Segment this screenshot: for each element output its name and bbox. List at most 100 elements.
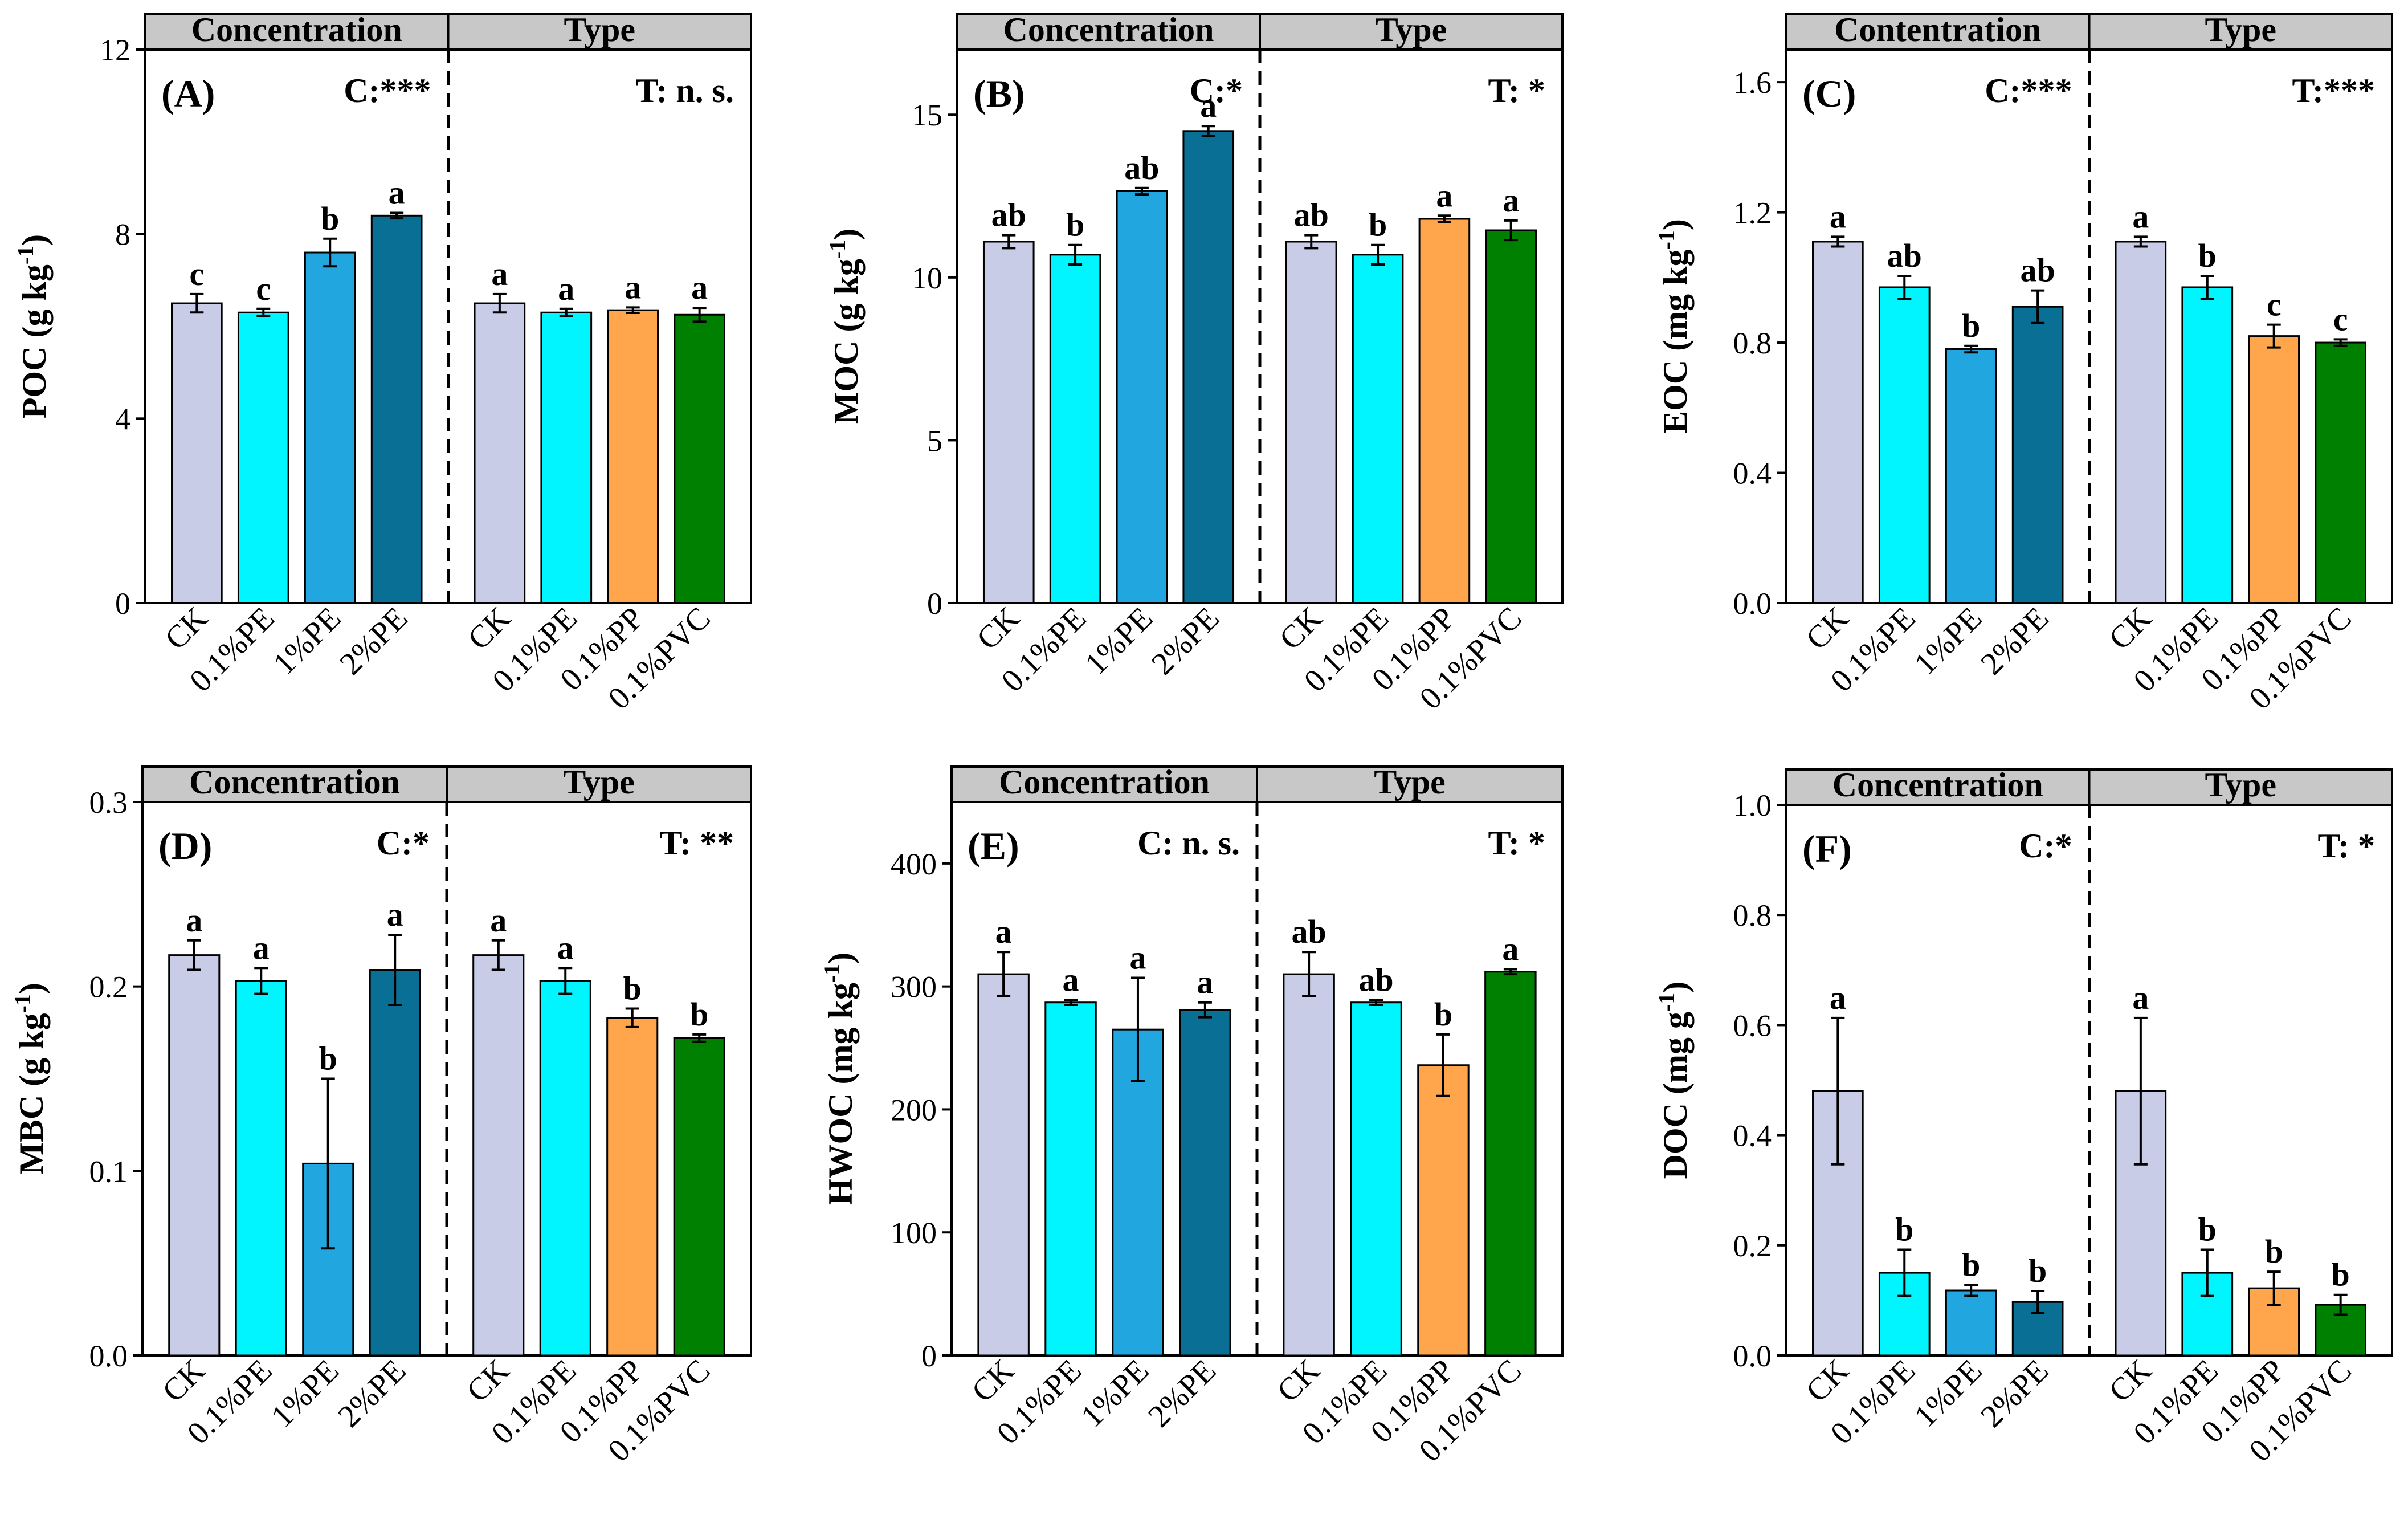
group-header-label: Concentration xyxy=(1832,766,2043,804)
y-tick-label: 0.1 xyxy=(89,1154,128,1188)
x-tick-label: 1%PE xyxy=(1908,1353,1989,1434)
bar-0.1%PVC xyxy=(2315,341,2366,604)
bar-2%PE xyxy=(369,969,421,1357)
y-tick-label: 0.2 xyxy=(1733,1229,1772,1263)
group-header-box xyxy=(141,765,448,803)
x-tick-label: CK xyxy=(970,600,1027,657)
bar-CK xyxy=(977,973,1030,1357)
group-header-label: Type xyxy=(1376,11,1447,48)
significance-letter: a xyxy=(2132,979,2149,1016)
group-header-box xyxy=(446,765,752,803)
significance-letter: a xyxy=(1830,198,1846,235)
y-tick-label: 1.2 xyxy=(1733,196,1772,230)
chart-panel-6: Concentration Type (F) C:* T: * 0.0 0.2 0.4 0.6 0… xyxy=(1654,766,2393,1469)
x-tick-label: CK xyxy=(156,1353,212,1409)
group-header-box xyxy=(1785,13,2091,51)
bar-1%PE xyxy=(1945,1289,1997,1357)
y-tick-label: 0.0 xyxy=(89,1339,128,1373)
plot-frame xyxy=(1785,48,2393,604)
significance-letter: a xyxy=(253,929,270,966)
significance-letter: b xyxy=(1962,1246,1980,1283)
bar-1%PE xyxy=(1112,1028,1164,1357)
significance-label: C:* xyxy=(377,824,430,862)
significance-label: T: * xyxy=(1488,824,1545,862)
y-tick-label: 5 xyxy=(927,423,942,458)
bar-0.1%PVC xyxy=(1485,229,1537,604)
group-header-label: Type xyxy=(563,763,635,801)
y-axis-label: MBC (g kg-1) xyxy=(10,983,50,1175)
y-tick-label: 0.0 xyxy=(1733,1339,1772,1373)
bar-0.1%PE xyxy=(540,311,593,604)
y-tick-label: 0 xyxy=(927,587,942,621)
bar-CK xyxy=(2115,241,2167,604)
x-tick-label: 1%PE xyxy=(264,1353,346,1434)
group-header-box xyxy=(2088,768,2393,806)
significance-letter: b xyxy=(321,200,339,237)
chart-panel-4: Concentration Type (D) C:* T: ** 0.0 0.1 0.2 0.3… xyxy=(10,763,752,1469)
y-axis-label: DOC (mg g-1) xyxy=(1654,982,1694,1179)
significance-letter: a xyxy=(1436,177,1452,214)
y-tick-label: 0.3 xyxy=(89,785,128,820)
significance-letter: b xyxy=(319,1040,337,1077)
significance-letter: c xyxy=(256,270,271,307)
x-tick-label: 2%PE xyxy=(1974,1353,2056,1434)
bar-CK xyxy=(472,954,525,1357)
bar-0.1%PE xyxy=(237,311,289,604)
significance-letter: b xyxy=(2198,1211,2217,1248)
significance-label: T: n. s. xyxy=(636,72,734,109)
x-tick-label: CK xyxy=(158,600,215,657)
significance-letter: b xyxy=(623,970,642,1007)
group-header-label: Contentration xyxy=(1834,11,2041,48)
significance-label: C:* xyxy=(1190,72,1243,109)
significance-letter: a xyxy=(2132,198,2149,235)
group-header-label: Type xyxy=(564,11,635,48)
bar-2%PE xyxy=(1179,1009,1231,1357)
panel-label: (F) xyxy=(1802,827,1852,870)
significance-letter: b xyxy=(2198,237,2217,274)
significance-letter: b xyxy=(1434,996,1452,1033)
panel-label: (D) xyxy=(158,824,212,868)
bar-CK xyxy=(168,954,221,1357)
group-header-box xyxy=(2088,13,2393,51)
bar-0.1%PE xyxy=(1049,254,1101,604)
bar-0.1%PE xyxy=(1044,1001,1097,1357)
significance-letter: ab xyxy=(991,197,1026,234)
x-tick-label: CK xyxy=(461,600,517,657)
bar-0.1%PVC xyxy=(673,1037,725,1357)
significance-letter: a xyxy=(491,255,508,292)
significance-letter: a xyxy=(387,896,403,933)
significance-letter: a xyxy=(691,269,708,306)
bar-0.1%PVC xyxy=(1484,971,1537,1357)
bar-0.1%PE xyxy=(1878,1272,1931,1357)
significance-letter: b xyxy=(1369,206,1387,243)
x-tick-label: 2%PE xyxy=(1974,600,2056,682)
x-tick-label: CK xyxy=(2102,1353,2158,1409)
y-tick-label: 300 xyxy=(891,970,937,1004)
y-tick-label: 200 xyxy=(891,1093,937,1127)
y-tick-label: 4 xyxy=(115,402,130,436)
bar-CK xyxy=(171,302,223,604)
group-header-label: Type xyxy=(2205,11,2276,48)
group-header-label: Type xyxy=(1374,763,1446,801)
x-tick-label: 2%PE xyxy=(1141,1353,1223,1434)
group-header-box xyxy=(1259,13,1564,51)
significance-letter: a xyxy=(557,929,574,966)
x-tick-label: CK xyxy=(1799,600,1856,657)
bar-CK xyxy=(474,302,526,604)
bar-0.1%PP xyxy=(607,309,659,604)
bar-0.1%PP xyxy=(606,1017,659,1357)
plot-frame xyxy=(144,48,752,604)
bar-2%PE xyxy=(1182,130,1235,604)
y-tick-label: 1.6 xyxy=(1733,66,1772,100)
significance-letter: a xyxy=(389,174,405,211)
significance-letter: b xyxy=(1066,206,1084,243)
y-tick-label: 100 xyxy=(891,1216,937,1250)
significance-letter: b xyxy=(1962,307,1980,344)
group-header-box xyxy=(144,13,450,51)
y-tick-label: 1.0 xyxy=(1733,788,1772,822)
panel-label: (A) xyxy=(161,72,215,115)
y-tick-label: 0.8 xyxy=(1733,326,1772,360)
y-axis-label: MOC (g kg-1) xyxy=(825,229,865,424)
bar-CK xyxy=(1283,973,1335,1357)
